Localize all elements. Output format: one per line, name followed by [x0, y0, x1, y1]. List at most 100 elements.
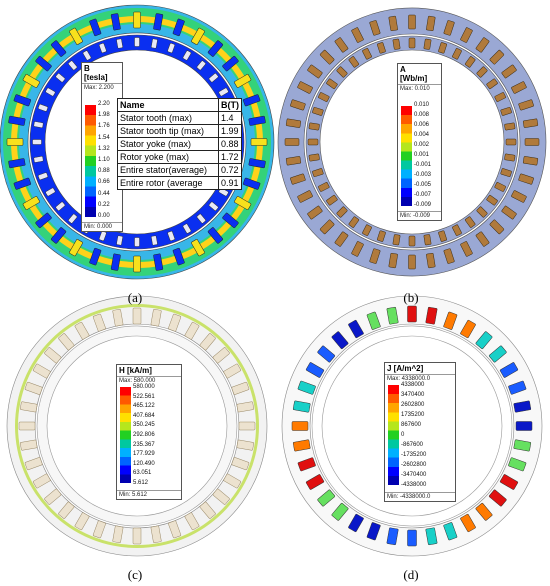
stator-slot [317, 345, 336, 363]
rotor-slot [504, 153, 516, 162]
rotor-slot [33, 156, 44, 163]
stator-slot [13, 94, 32, 107]
stator-slot [112, 309, 124, 327]
caption-b: (b) [403, 290, 419, 305]
legend-tick-label: 0.001 [414, 152, 430, 158]
stator-slot [74, 321, 90, 340]
legend-a-colorbar [85, 105, 96, 217]
legend-tick-label: 465.122 [133, 403, 155, 410]
stator-slot [236, 439, 254, 451]
rotor-slot [464, 216, 476, 228]
caption-c: (c) [127, 567, 143, 582]
stator-slot [524, 138, 540, 146]
stator-slot [74, 512, 90, 531]
stator-slot [443, 522, 458, 541]
rotor-slot [326, 194, 338, 206]
stator-slot [22, 74, 40, 88]
stator-slot [426, 252, 436, 269]
table-cell: Stator yoke (max) [117, 137, 219, 151]
legend-tick-label: 0 [401, 432, 405, 438]
legend-b: A [Wb/m] Max: 0.010 0.010 0.008 0.006 0.004… [397, 63, 442, 221]
stator-slot [515, 421, 533, 431]
rotor-slot [318, 182, 330, 192]
stator-slot [369, 248, 381, 264]
table-cell: Stator tooth tip (max) [117, 124, 219, 138]
stator-slot [513, 439, 532, 452]
rotor-slot [464, 56, 476, 68]
rotor-ring [311, 325, 513, 527]
stator-slot [460, 319, 476, 339]
stator-slot [319, 49, 335, 65]
stator-slot [150, 309, 162, 327]
stator-slot [291, 421, 309, 431]
stator-slot [351, 241, 364, 257]
rotor-slot [196, 213, 206, 224]
legend-tick-label: 235.367 [133, 441, 155, 448]
stator-slot [223, 363, 242, 379]
stator-slot [511, 81, 527, 94]
legend-d-max: Max: 4338000.0 [385, 374, 455, 383]
legend-d-min: Min: -4338000.0 [385, 492, 455, 501]
legend-d: J [A/m^2] Max: 4338000.0 4338000 3470400 2… [384, 362, 456, 502]
rotor-slot [37, 172, 49, 181]
stator-slot [231, 381, 250, 395]
stator-slot [236, 401, 254, 413]
rotor-slot [312, 168, 324, 177]
legend-tick-label: 1.98 [98, 112, 110, 119]
stator-slot [443, 248, 455, 264]
stator-slot [305, 362, 325, 378]
legend-a-min: Min: 0.000 [82, 222, 122, 231]
stator-slot [290, 99, 306, 111]
rotor-slot [423, 234, 432, 246]
stator-slot [58, 333, 75, 351]
rotor-slot [182, 50, 192, 61]
stator-slot [58, 501, 75, 519]
table-header-row: Name B(T) [117, 98, 242, 112]
legend-tick-label: 407.684 [133, 412, 155, 419]
rotor-slot [208, 73, 219, 83]
stator-slot [32, 473, 51, 489]
table-row: Rotor yoke (max) 1.72 [117, 150, 242, 164]
legend-tick-label: 0.006 [414, 122, 430, 128]
stator-slot [334, 231, 349, 247]
table-row: Stator tooth (max) 1.4 [117, 111, 242, 125]
stator-slot [508, 457, 527, 472]
rotor-slot [68, 60, 78, 71]
stator-slot [285, 118, 302, 128]
rotor-slot [134, 37, 140, 47]
rotor-slot [476, 66, 488, 78]
stator-slot [307, 64, 323, 79]
rotor-slot [45, 87, 56, 97]
legend-b-max: Max: 0.010 [398, 84, 441, 93]
stator-slot [475, 37, 490, 53]
legend-tick-label: 1.10 [98, 157, 110, 163]
stator-slot [132, 307, 142, 325]
stator-slot [223, 473, 242, 489]
stator-slot [250, 138, 268, 146]
stator-slot [242, 177, 261, 190]
stator-slot [238, 421, 256, 431]
stator-slot [475, 331, 493, 350]
rotor-slot [348, 56, 360, 68]
stator-slot [184, 512, 200, 531]
legend-tick-label: -867600 [401, 442, 424, 448]
stator-slot [407, 305, 417, 323]
panel-d-current-density-plot [281, 295, 543, 557]
table-cell: 1.72 [218, 150, 242, 164]
stator-slot [331, 331, 349, 350]
rotor-slot [98, 42, 107, 54]
stator-slot [191, 27, 205, 45]
table-cell: 1.4 [218, 111, 242, 125]
legend-tick-label: -2602800 [401, 462, 427, 468]
legend-tick-label: 0.00 [98, 213, 110, 219]
rotor-slot [362, 48, 372, 60]
rotor-slot [377, 42, 386, 54]
legend-tick-label: 0.010 [414, 102, 430, 108]
stator-slot [20, 439, 38, 451]
rotor-slot [486, 194, 498, 206]
caption-d: (d) [403, 567, 419, 582]
rotor-slot [151, 235, 158, 246]
rotor-slot [494, 182, 506, 192]
legend-b-title-line1: A [400, 65, 406, 74]
rotor-slot [452, 224, 462, 236]
